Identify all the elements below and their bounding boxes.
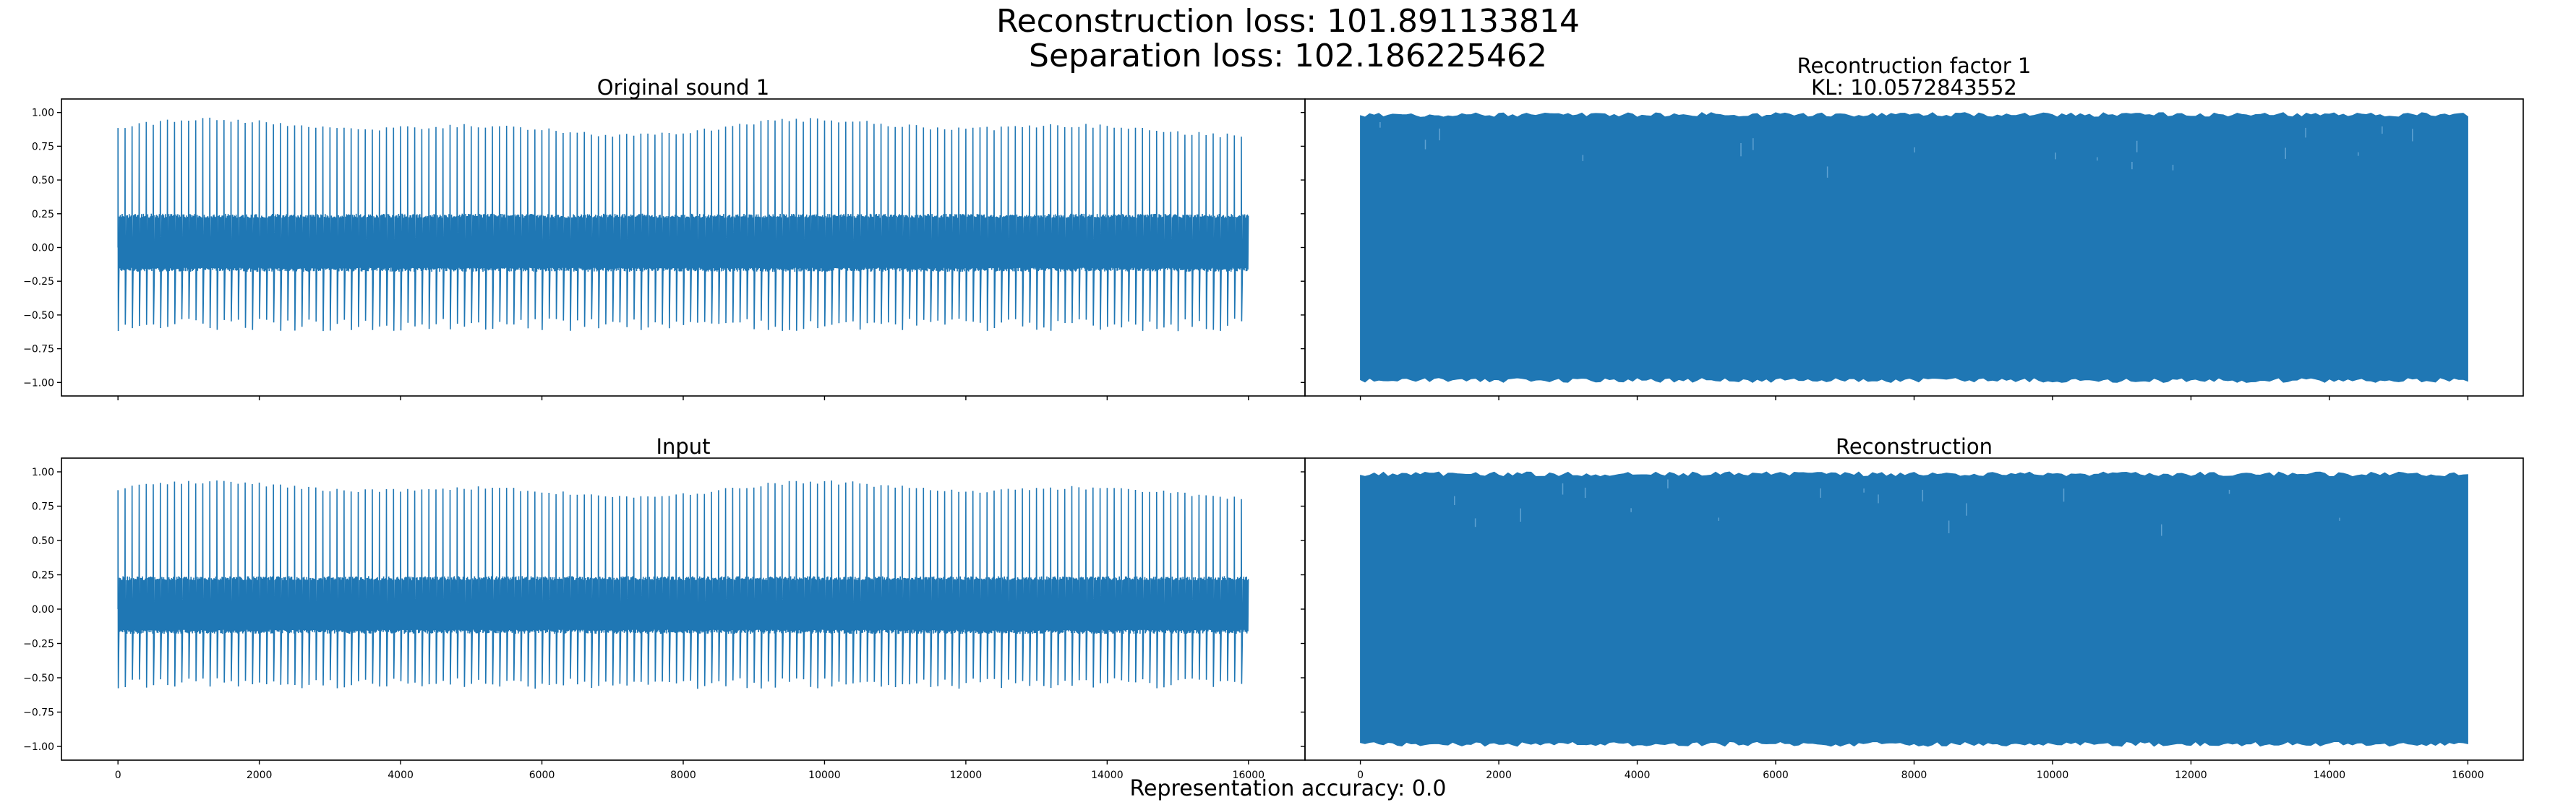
y-tick-label: −0.75 <box>23 707 54 719</box>
y-tick-label: −0.25 <box>23 639 54 650</box>
y-tick-label: 0.75 <box>32 141 54 152</box>
x-tick-label: 10000 <box>808 770 841 781</box>
y-tick-label: −1.00 <box>23 377 54 389</box>
x-tick-label: 8000 <box>670 770 696 781</box>
x-tick-label: 0 <box>115 770 121 781</box>
representation-accuracy-label: Representation accuracy: 0.0 <box>1129 776 1447 801</box>
series-line <box>1360 112 2468 383</box>
subplot-2: Recontruction factor 1KL: 10.0572843552 <box>1301 53 2524 400</box>
x-tick-label: 16000 <box>2452 770 2484 781</box>
x-tick-label: 6000 <box>529 770 555 781</box>
subplot-title: Reconstruction <box>1836 434 1993 459</box>
subplot-title: Input <box>656 434 710 459</box>
x-tick-label: 8000 <box>1901 770 1927 781</box>
series-line <box>117 480 1249 689</box>
x-tick-label: 14000 <box>1091 770 1124 781</box>
y-tick-label: 0.50 <box>32 535 54 547</box>
y-tick-label: 0.75 <box>32 501 54 513</box>
subplot-3: Input 0 2000 4000 6000 8000 10000 12000 14000 160… <box>23 434 1306 781</box>
y-tick-label: 1.00 <box>32 108 54 119</box>
subplot-title: Recontruction factor 1 <box>1797 53 2032 78</box>
figure-title-line1: Reconstruction loss: 101.891133814 <box>996 3 1580 40</box>
x-tick-label: 12000 <box>950 770 983 781</box>
figure-title-line2: Separation loss: 102.186225462 <box>1029 38 1547 74</box>
x-tick-label: 2000 <box>247 770 273 781</box>
y-tick-label: −0.50 <box>23 673 54 684</box>
x-tick-label: 10000 <box>2037 770 2069 781</box>
y-tick-label: −0.50 <box>23 310 54 322</box>
y-tick-label: 0.25 <box>32 209 54 220</box>
subplot-title: KL: 10.0572843552 <box>1811 75 2017 100</box>
x-tick-label: 12000 <box>2175 770 2207 781</box>
x-tick-label: 6000 <box>1763 770 1789 781</box>
y-tick-label: 0.25 <box>32 570 54 582</box>
y-tick-label: −0.75 <box>23 344 54 356</box>
y-tick-label: 0.00 <box>32 604 54 616</box>
x-tick-label: 16000 <box>1233 770 1265 781</box>
series-line <box>1360 471 2468 747</box>
series-line <box>117 117 1249 332</box>
subplot-1: Original sound 1 1.00 0.75 0.50 0.25 0.00 −0.2… <box>23 75 1306 400</box>
y-tick-label: 0.50 <box>32 175 54 186</box>
x-tick-label: 0 <box>1357 770 1364 781</box>
y-tick-label: −0.25 <box>23 276 54 288</box>
x-tick-label: 2000 <box>1486 770 1512 781</box>
x-tick-label: 4000 <box>1625 770 1651 781</box>
subplot-4: Reconstruction 0 2000 4000 6000 8000 10000 1200… <box>1301 434 2524 781</box>
y-tick-label: 0.00 <box>32 243 54 254</box>
y-tick-label: 1.00 <box>32 467 54 478</box>
x-tick-label: 14000 <box>2314 770 2346 781</box>
x-tick-label: 4000 <box>388 770 414 781</box>
subplot-title: Original sound 1 <box>597 75 769 100</box>
y-tick-label: −1.00 <box>23 741 54 753</box>
